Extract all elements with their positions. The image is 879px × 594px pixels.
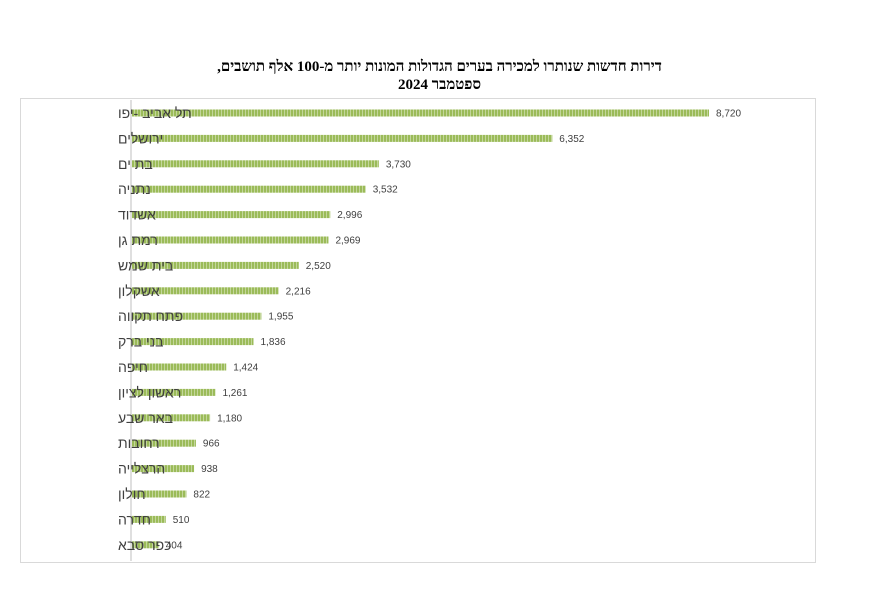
bar: [132, 312, 262, 320]
bar: [132, 490, 187, 498]
category-label: חיפה: [118, 359, 148, 375]
bar: [132, 465, 195, 473]
category-label: אשדוד: [118, 207, 156, 223]
chart-title: דירות חדשות שנותרו למכירה בערים הגדולות …: [217, 59, 662, 75]
bar: [132, 211, 331, 219]
data-label: 1,261: [222, 388, 247, 399]
bar: [132, 160, 379, 168]
data-label: 2,969: [335, 236, 360, 247]
bar: [132, 414, 211, 422]
category-label: כפר סבא: [118, 537, 171, 553]
data-label: 404: [166, 540, 183, 551]
chart-subtitle: ספטמבר 2024: [398, 77, 481, 93]
bar: [132, 439, 196, 447]
data-label: 822: [193, 490, 210, 501]
category-label: חולון: [118, 486, 146, 502]
category-label: ירושלים: [118, 130, 163, 146]
bar: [132, 236, 329, 244]
category-label: רחובות: [118, 435, 160, 451]
data-label: 1,836: [260, 337, 285, 348]
data-label: 2,996: [337, 210, 362, 221]
bar: [132, 109, 709, 117]
data-label: 3,730: [386, 159, 411, 170]
category-label: בת ים: [118, 156, 153, 172]
bar: [132, 541, 159, 549]
chart-title-block: דירות חדשות שנותרו למכירה בערים הגדולות …: [0, 58, 879, 94]
data-label: 966: [203, 439, 220, 450]
plot-area-frame: [20, 98, 816, 563]
bar: [132, 261, 299, 269]
category-label: ראשון לציון: [118, 384, 181, 400]
data-label: 1,424: [233, 363, 258, 374]
data-label: 1,180: [217, 413, 242, 424]
bar: [132, 338, 254, 346]
data-label: 2,216: [286, 286, 311, 297]
bar: [132, 515, 166, 523]
bar: [132, 134, 553, 142]
bar: [132, 363, 227, 371]
category-label: פתח תקווה: [118, 308, 183, 324]
category-label: בית שמש: [118, 257, 173, 273]
category-label: אשקלון: [118, 283, 160, 299]
category-label: בני ברק: [118, 334, 163, 350]
data-label: 510: [173, 515, 190, 526]
category-label: רמת גן: [118, 232, 158, 248]
data-label: 8,720: [716, 109, 741, 120]
data-label: 938: [201, 464, 218, 475]
category-label: באר שבע: [118, 410, 173, 426]
category-label: נתניה: [118, 181, 151, 197]
data-label: 3,532: [373, 185, 398, 196]
bar: [132, 287, 279, 295]
bar: [132, 388, 216, 396]
data-label: 6,352: [559, 134, 584, 145]
category-label: חדרה: [118, 511, 151, 527]
data-label: 1,955: [268, 312, 293, 323]
bar: [132, 185, 366, 193]
category-label: תל אביב -יפו: [118, 105, 192, 121]
category-label: הרצלייה: [118, 461, 165, 477]
data-label: 2,520: [306, 261, 331, 272]
